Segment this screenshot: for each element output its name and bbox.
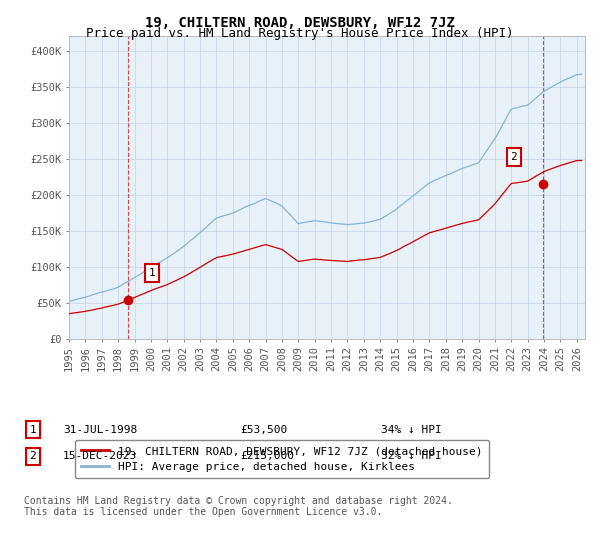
Text: 2: 2 bbox=[29, 451, 37, 461]
Text: 32% ↓ HPI: 32% ↓ HPI bbox=[381, 451, 442, 461]
Text: 1: 1 bbox=[149, 268, 155, 278]
Text: £53,500: £53,500 bbox=[240, 424, 287, 435]
Text: Price paid vs. HM Land Registry's House Price Index (HPI): Price paid vs. HM Land Registry's House … bbox=[86, 27, 514, 40]
Text: 31-JUL-1998: 31-JUL-1998 bbox=[63, 424, 137, 435]
Text: 19, CHILTERN ROAD, DEWSBURY, WF12 7JZ: 19, CHILTERN ROAD, DEWSBURY, WF12 7JZ bbox=[145, 16, 455, 30]
Text: £215,000: £215,000 bbox=[240, 451, 294, 461]
Legend: 19, CHILTERN ROAD, DEWSBURY, WF12 7JZ (detached house), HPI: Average price, deta: 19, CHILTERN ROAD, DEWSBURY, WF12 7JZ (d… bbox=[74, 440, 489, 478]
Text: 34% ↓ HPI: 34% ↓ HPI bbox=[381, 424, 442, 435]
Text: 2: 2 bbox=[511, 152, 517, 162]
Text: Contains HM Land Registry data © Crown copyright and database right 2024.
This d: Contains HM Land Registry data © Crown c… bbox=[24, 496, 453, 517]
Text: 15-DEC-2023: 15-DEC-2023 bbox=[63, 451, 137, 461]
Text: 1: 1 bbox=[29, 424, 37, 435]
